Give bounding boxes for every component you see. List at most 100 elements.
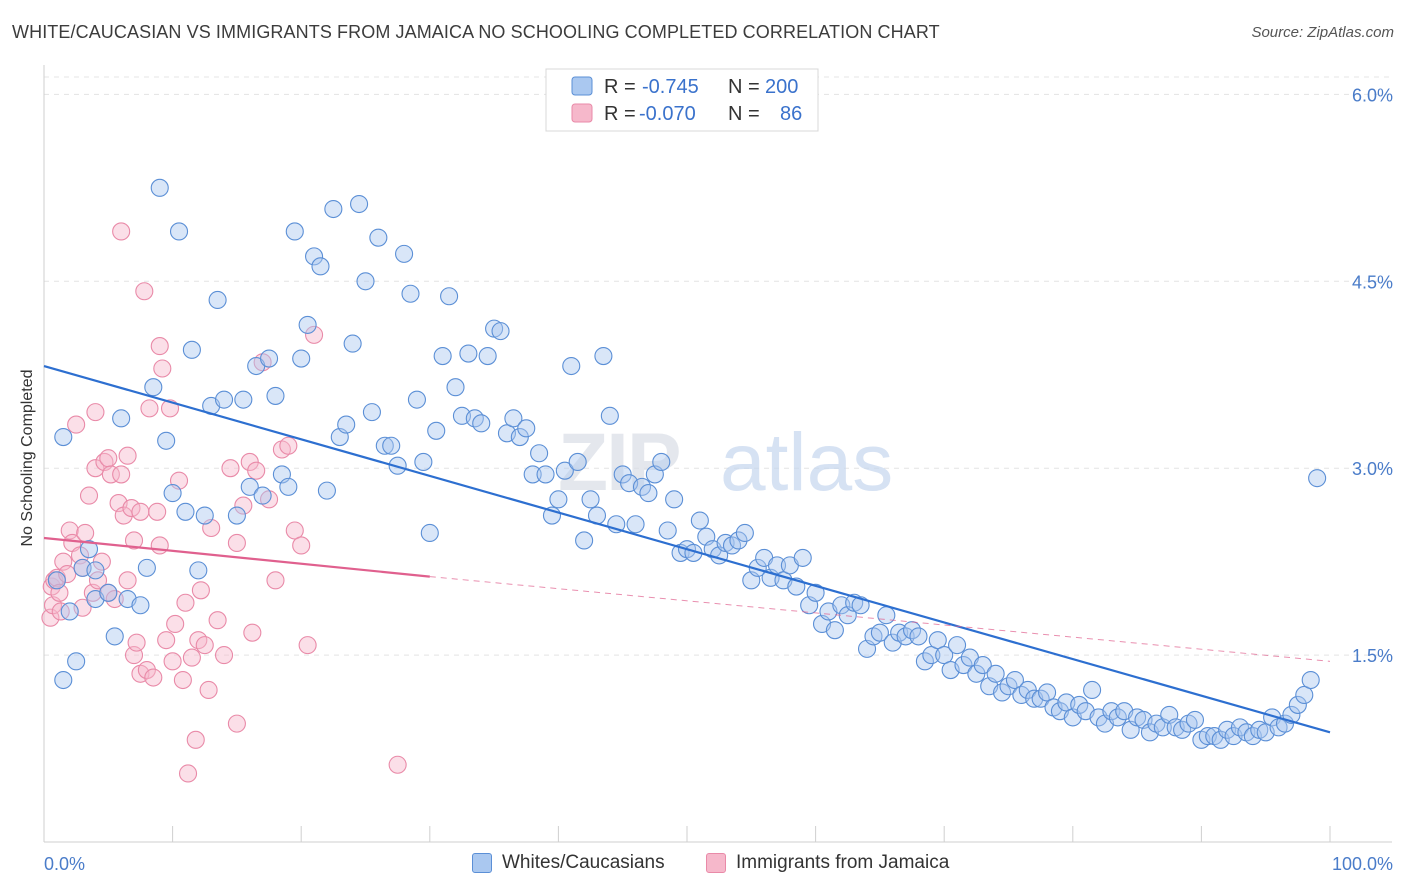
- white-point: [806, 583, 825, 602]
- jamaica-point: [76, 523, 95, 543]
- chart-title: WHITE/CAUCASIAN VS IMMIGRANTS FROM JAMAI…: [12, 22, 940, 42]
- white-point: [922, 646, 941, 665]
- white-point: [549, 490, 568, 509]
- white-point: [163, 484, 182, 503]
- white-point: [343, 334, 362, 353]
- white-point: [253, 486, 272, 505]
- jamaica-point: [127, 633, 146, 652]
- white-point: [99, 583, 118, 602]
- legend-r-label-2: R =: [604, 103, 636, 125]
- legend-r-value-2: -0.070: [639, 103, 696, 125]
- white-point: [851, 596, 870, 615]
- white-point: [208, 290, 227, 310]
- legend-swatch-white: [571, 76, 593, 96]
- white-point: [54, 670, 73, 690]
- x-tick-label-max: 100.0%: [1332, 854, 1393, 874]
- white-point: [729, 531, 748, 550]
- jamaica-point: [150, 536, 169, 555]
- white-point: [195, 506, 214, 525]
- legend-label-white: Whites/Caucasians: [502, 852, 665, 873]
- legend-swatch-white-bottom: [472, 853, 492, 873]
- white-point: [285, 222, 304, 241]
- white-point: [395, 244, 414, 263]
- white-point: [1288, 695, 1307, 714]
- white-point: [420, 523, 439, 543]
- white-point: [214, 390, 234, 409]
- white-point: [105, 627, 124, 646]
- white-point: [337, 415, 356, 434]
- legend-n-label-2: N =: [728, 103, 760, 125]
- white-point: [1295, 685, 1314, 705]
- jamaica-point: [137, 660, 156, 680]
- jamaica-point: [140, 399, 159, 418]
- white-point: [60, 602, 79, 621]
- legend-swatch-jamaica-bottom: [706, 853, 726, 873]
- jamaica-point: [285, 521, 304, 540]
- white-point: [324, 199, 343, 219]
- white-point: [317, 481, 336, 500]
- white-point: [67, 652, 86, 671]
- jamaica-point: [122, 499, 141, 518]
- white-point: [735, 523, 754, 543]
- y-tick-label: 1.5%: [1352, 646, 1393, 666]
- jamaica-point: [67, 415, 86, 434]
- white-point: [311, 257, 330, 276]
- white-point: [446, 378, 465, 397]
- jamaica-point: [247, 461, 266, 480]
- jamaica-point: [234, 496, 253, 515]
- jamaica-point: [186, 730, 205, 749]
- chart-source: Source: ZipAtlas.com: [1251, 24, 1394, 41]
- white-point: [144, 378, 163, 397]
- jamaica-point: [305, 325, 324, 344]
- jamaica-trend-line-solid: [43, 536, 430, 578]
- jamaica-point: [208, 611, 227, 630]
- jamaica-point: [214, 646, 234, 665]
- white-point: [279, 477, 298, 496]
- white-point: [266, 386, 285, 405]
- jamaica-point: [178, 764, 198, 783]
- white-point: [382, 436, 401, 455]
- white-point: [169, 222, 189, 241]
- jamaica-point: [86, 403, 105, 422]
- jamaica-point: [221, 459, 240, 478]
- jamaica-point: [279, 436, 298, 455]
- jamaica-point: [388, 755, 407, 774]
- white-point: [954, 656, 973, 675]
- white-point: [182, 340, 201, 359]
- white-trend-line: [43, 364, 1331, 734]
- white-point: [594, 346, 613, 366]
- watermark-atlas: atlas: [720, 417, 893, 508]
- white-point: [440, 287, 459, 306]
- jamaica-point: [243, 623, 262, 642]
- white-point: [234, 390, 253, 409]
- jamaica-point: [79, 486, 99, 505]
- white-point: [356, 272, 375, 291]
- white-point: [1083, 680, 1102, 700]
- jamaica-point: [182, 648, 201, 667]
- white-point: [1005, 670, 1024, 690]
- jamaica-point: [101, 465, 120, 484]
- jamaica-trend-line-dashed: [429, 576, 1331, 662]
- jamaica-point: [58, 565, 77, 584]
- jamaica-point: [173, 670, 192, 690]
- jamaica-point: [227, 714, 246, 733]
- white-point: [433, 346, 452, 366]
- grid-lines: [44, 76, 1392, 656]
- jamaica-point: [135, 282, 154, 301]
- white-point: [407, 390, 426, 409]
- jamaica-point: [112, 222, 131, 241]
- jamaica-point: [157, 631, 176, 650]
- y-tick-label: 4.5%: [1352, 272, 1393, 292]
- white-point: [948, 636, 967, 655]
- white-point: [459, 344, 478, 363]
- x-tick-label-min: 0.0%: [44, 854, 85, 874]
- white-point: [472, 414, 491, 433]
- jamaica-point: [99, 449, 118, 468]
- white-point: [1308, 469, 1327, 488]
- white-point: [292, 349, 311, 368]
- white-point: [369, 228, 388, 247]
- white-point: [427, 421, 446, 440]
- white-point: [523, 465, 542, 484]
- trend-lines: [43, 364, 1331, 734]
- white-point: [626, 515, 645, 534]
